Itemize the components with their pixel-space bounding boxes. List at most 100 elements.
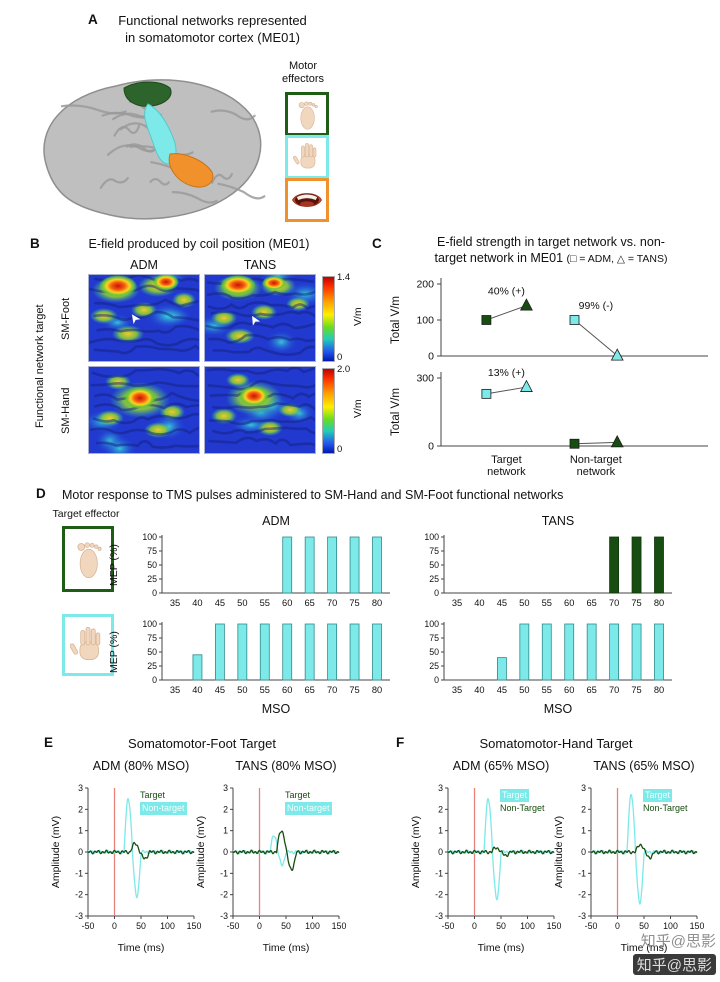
svg-text:50: 50 [639,921,649,931]
svg-text:3: 3 [438,783,443,793]
svg-text:25: 25 [429,574,439,584]
svg-text:75: 75 [147,633,157,643]
svg-text:2: 2 [223,804,228,814]
svg-text:70: 70 [609,598,619,608]
svg-text:1: 1 [581,826,586,836]
svg-text:80: 80 [654,598,664,608]
svg-text:-50: -50 [227,921,240,931]
svg-text:network: network [487,466,526,478]
svg-text:50: 50 [496,921,506,931]
panel-a-title: Functional networks represented in somat… [100,12,325,46]
legend-target-label: Target [643,789,673,802]
svg-text:60: 60 [282,685,292,695]
svg-text:0: 0 [434,675,439,685]
mouth-icon [291,189,323,211]
svg-text:75: 75 [429,633,439,643]
svg-text:75: 75 [349,685,359,695]
panel-e-sub-tans: TANS (80% MSO) [235,759,337,773]
svg-text:13% (+): 13% (+) [488,367,525,379]
svg-text:40: 40 [192,685,202,695]
svg-text:1: 1 [78,826,83,836]
chart-emg-foot-target-tans: -3 -2 -1 0 1 2 3 -50 0 50 100 150 Amplitude (mV) Time… [195,783,347,954]
svg-text:55: 55 [260,685,270,695]
svg-text:-50: -50 [82,921,95,931]
svg-text:0: 0 [152,675,157,685]
svg-text:50: 50 [147,647,157,657]
svg-text:0: 0 [434,588,439,598]
foot-icon [73,537,103,581]
svg-text:50: 50 [429,560,439,570]
watermark-line2: 知乎@思影 [632,954,716,975]
svg-text:100: 100 [663,921,678,931]
svg-text:150: 150 [332,921,347,931]
panel-c-title-line2: target network in ME01 (□ = ADM, △ = TAN… [390,250,712,267]
svg-text:2: 2 [78,804,83,814]
panel-e-title: Somatomotor-Foot Target [128,736,276,751]
svg-text:-3: -3 [578,911,586,921]
panel-f-sub-adm: ADM (65% MSO) [452,759,550,773]
svg-text:65: 65 [586,598,596,608]
svg-text:35: 35 [452,685,462,695]
svg-text:75: 75 [147,546,157,556]
svg-text:40: 40 [192,598,202,608]
svg-text:100: 100 [160,921,175,931]
svg-text:50: 50 [147,560,157,570]
svg-text:80: 80 [654,685,664,695]
colorbar-top-unit: V/m [352,307,364,327]
svg-text:1: 1 [223,826,228,836]
svg-text:3: 3 [581,783,586,793]
svg-text:150: 150 [690,921,705,931]
colorbar-top [322,276,335,362]
svg-text:2: 2 [438,804,443,814]
svg-text:Non-target: Non-target [570,454,622,466]
svg-text:60: 60 [564,598,574,608]
svg-text:45: 45 [215,598,225,608]
svg-text:70: 70 [327,598,337,608]
chart-mep-sm-foot-tans: 0 25 50 75 100 35 40 45 50 55 60 65 70 75 80 [424,532,672,608]
svg-text:99% (-): 99% (-) [579,300,613,312]
svg-text:70: 70 [327,685,337,695]
svg-text:0: 0 [428,441,434,453]
panel-d-title: Motor response to TMS pulses administere… [62,488,564,502]
svg-text:45: 45 [497,598,507,608]
svg-text:50: 50 [281,921,291,931]
svg-text:Target: Target [491,454,522,466]
svg-text:65: 65 [304,598,314,608]
colorbar-bottom-max: 2.0 [337,364,351,375]
svg-text:-3: -3 [75,911,83,921]
panel-c-title-line1: E-field strength in target network vs. n… [437,235,665,249]
svg-text:100: 100 [520,921,535,931]
chart-emg-hand-target-adm: -3 -2 -1 0 1 2 3 -50 0 50 100 150 Amplitude (mV) Time… [410,783,561,954]
svg-text:80: 80 [372,598,382,608]
efield-map-sm-foot-tans: ➤ [204,274,316,362]
chart-mep-sm-foot-adm: 0 25 50 75 100 35 40 45 50 55 60 65 70 75 80 [142,532,390,608]
panel-b-letter: B [30,236,40,251]
svg-text:150: 150 [187,921,202,931]
hand-icon [70,624,106,666]
svg-text:65: 65 [304,685,314,695]
svg-text:100: 100 [424,532,439,542]
colorbar-top-min: 0 [337,352,343,363]
colorbar-top-max: 1.4 [337,272,351,283]
mep-axis-label-foot: MEP (%) [108,544,120,586]
legend-non-target-label: Non-Target [500,803,545,813]
svg-text:0: 0 [615,921,620,931]
svg-text:-1: -1 [578,868,586,878]
legend-target-label: Target [140,790,166,800]
svg-text:0: 0 [257,921,262,931]
panel-e-sub-adm: ADM (80% MSO) [92,759,190,773]
svg-text:100: 100 [142,532,157,542]
svg-text:-1: -1 [75,868,83,878]
svg-text:25: 25 [147,661,157,671]
legend-target-label: Target [285,790,311,800]
svg-text:-1: -1 [220,868,228,878]
svg-text:0: 0 [112,921,117,931]
svg-text:45: 45 [215,685,225,695]
svg-text:60: 60 [282,598,292,608]
legend-non-target-label: Non-Target [643,803,688,813]
svg-text:40: 40 [474,685,484,695]
svg-text:Time (ms): Time (ms) [478,942,525,954]
svg-text:0: 0 [223,847,228,857]
panel-d-col-tans: TANS [541,514,575,528]
